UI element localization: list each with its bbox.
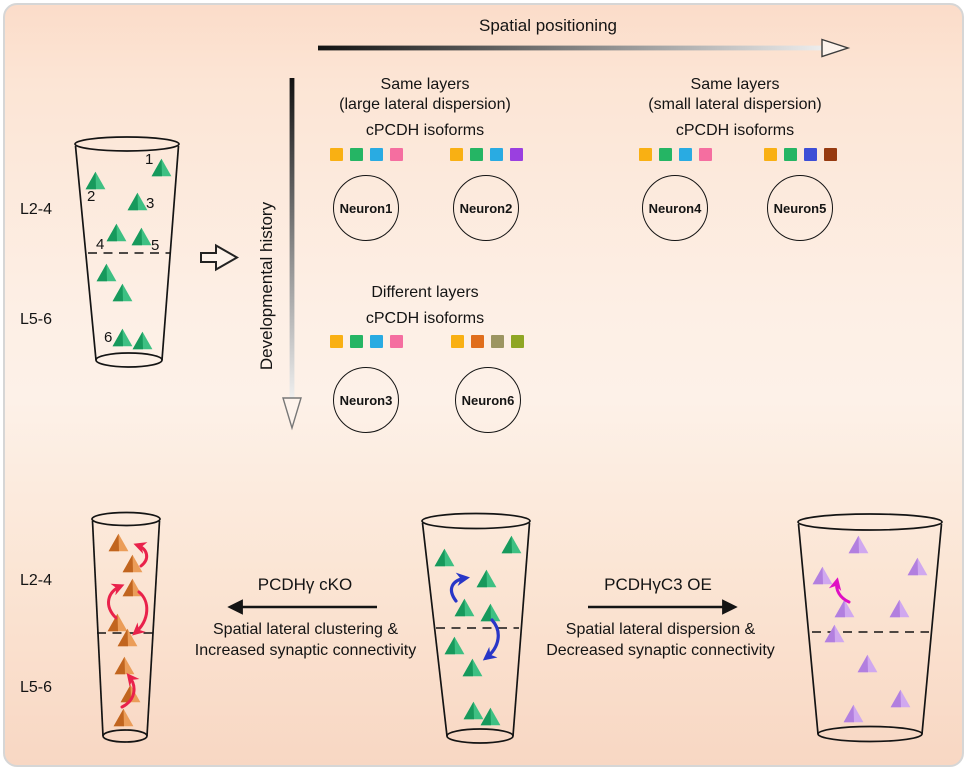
isoform-square xyxy=(699,148,712,161)
neuron5-label: Neuron5 xyxy=(773,200,827,216)
isoform-square xyxy=(679,148,692,161)
isoform-square xyxy=(784,148,797,161)
isoform-square xyxy=(764,148,777,161)
neuron-number-3: 3 xyxy=(146,195,155,212)
neuron4-circle: Neuron4 xyxy=(642,175,708,241)
oe-description-line1: Spatial lateral dispersion & xyxy=(565,621,756,638)
panel-different-title: Different layers xyxy=(371,284,479,301)
cko-description-line1: Spatial lateral clustering & xyxy=(213,621,398,638)
isoform-square xyxy=(330,148,343,161)
layer-label-l24-top: L2-4 xyxy=(20,201,53,218)
isoform-square xyxy=(370,335,383,348)
isoform-square xyxy=(824,148,837,161)
magenta-dispersion-arrow xyxy=(828,577,851,604)
cko-flask xyxy=(91,511,161,743)
isoform-square xyxy=(510,148,523,161)
neuron6-circle: Neuron6 xyxy=(455,367,521,433)
transform-arrow-icon xyxy=(200,243,240,272)
control-flask xyxy=(421,512,531,744)
isoform-square xyxy=(491,335,504,348)
panel-different-isoform-label: cPCDH isoforms xyxy=(365,310,485,327)
neuron1-label: Neuron1 xyxy=(339,200,393,216)
isoform-square xyxy=(804,148,817,161)
panel-large-subtitle: (large lateral dispersion) xyxy=(339,96,511,113)
oe-title: PCDHγC3 OE xyxy=(604,575,712,594)
panel-small-subtitle: (small lateral dispersion) xyxy=(648,96,822,113)
cko-description-line2: Increased synaptic connectivity xyxy=(194,642,417,659)
control-flask-neurons xyxy=(434,535,522,726)
panel-small-title: Same layers xyxy=(690,76,780,93)
layer-label-l56-top: L5-6 xyxy=(20,311,53,328)
isoform-square xyxy=(370,148,383,161)
neuron2-circle: Neuron2 xyxy=(453,175,519,241)
isoform-square xyxy=(451,335,464,348)
isoform-square xyxy=(471,335,484,348)
panel-small-isoform-label: cPCDH isoforms xyxy=(675,122,795,139)
neuron6-label: Neuron6 xyxy=(461,392,515,408)
neuron3-circle: Neuron3 xyxy=(333,367,399,433)
neuron-number-1: 1 xyxy=(145,151,154,168)
neuron5-circle: Neuron5 xyxy=(767,175,833,241)
isoform-square xyxy=(639,148,652,161)
neuron1-isoforms xyxy=(330,148,403,161)
layer-label-l24-bottom: L2-4 xyxy=(20,572,53,589)
neuron2-isoforms xyxy=(450,148,523,161)
neuron-number-4: 4 xyxy=(96,236,105,253)
neuron4-isoforms xyxy=(639,148,712,161)
neuron-number-2: 2 xyxy=(87,188,96,205)
blue-movement-arrows xyxy=(449,572,500,661)
neuron6-isoforms xyxy=(451,335,524,348)
source-flask xyxy=(74,136,180,368)
panel-large-isoform-label: cPCDH isoforms xyxy=(365,122,485,139)
oe-flask-neurons xyxy=(812,535,928,723)
isoform-square xyxy=(470,148,483,161)
developmental-history-axis-arrow xyxy=(282,78,302,431)
neuron3-label: Neuron3 xyxy=(339,392,393,408)
isoform-square xyxy=(490,148,503,161)
layer-label-l56-bottom: L5-6 xyxy=(20,679,53,696)
spatial-positioning-axis-arrow xyxy=(318,38,851,58)
spatial-positioning-label: Spatial positioning xyxy=(479,16,617,35)
neuron1-circle: Neuron1 xyxy=(333,175,399,241)
neuron-number-5: 5 xyxy=(151,237,160,254)
oe-description-line2: Decreased synaptic connectivity xyxy=(546,642,775,659)
neuron5-isoforms xyxy=(764,148,837,161)
developmental-history-label: Developmental history xyxy=(257,201,276,371)
neuron4-label: Neuron4 xyxy=(648,200,702,216)
oe-flask xyxy=(797,513,943,743)
isoform-square xyxy=(350,335,363,348)
isoform-square xyxy=(330,335,343,348)
isoform-square xyxy=(659,148,672,161)
isoform-square xyxy=(511,335,524,348)
isoform-square xyxy=(390,148,403,161)
isoform-square xyxy=(390,335,403,348)
neuron2-label: Neuron2 xyxy=(459,200,513,216)
panel-large-title: Same layers xyxy=(380,76,470,93)
neuron-number-6: 6 xyxy=(104,329,113,346)
isoform-square xyxy=(350,148,363,161)
cko-title: PCDHγ cKO xyxy=(257,575,353,594)
red-clustering-arrows xyxy=(107,542,149,709)
isoform-square xyxy=(450,148,463,161)
neuron3-isoforms xyxy=(330,335,403,348)
source-flask-neurons xyxy=(85,158,172,350)
